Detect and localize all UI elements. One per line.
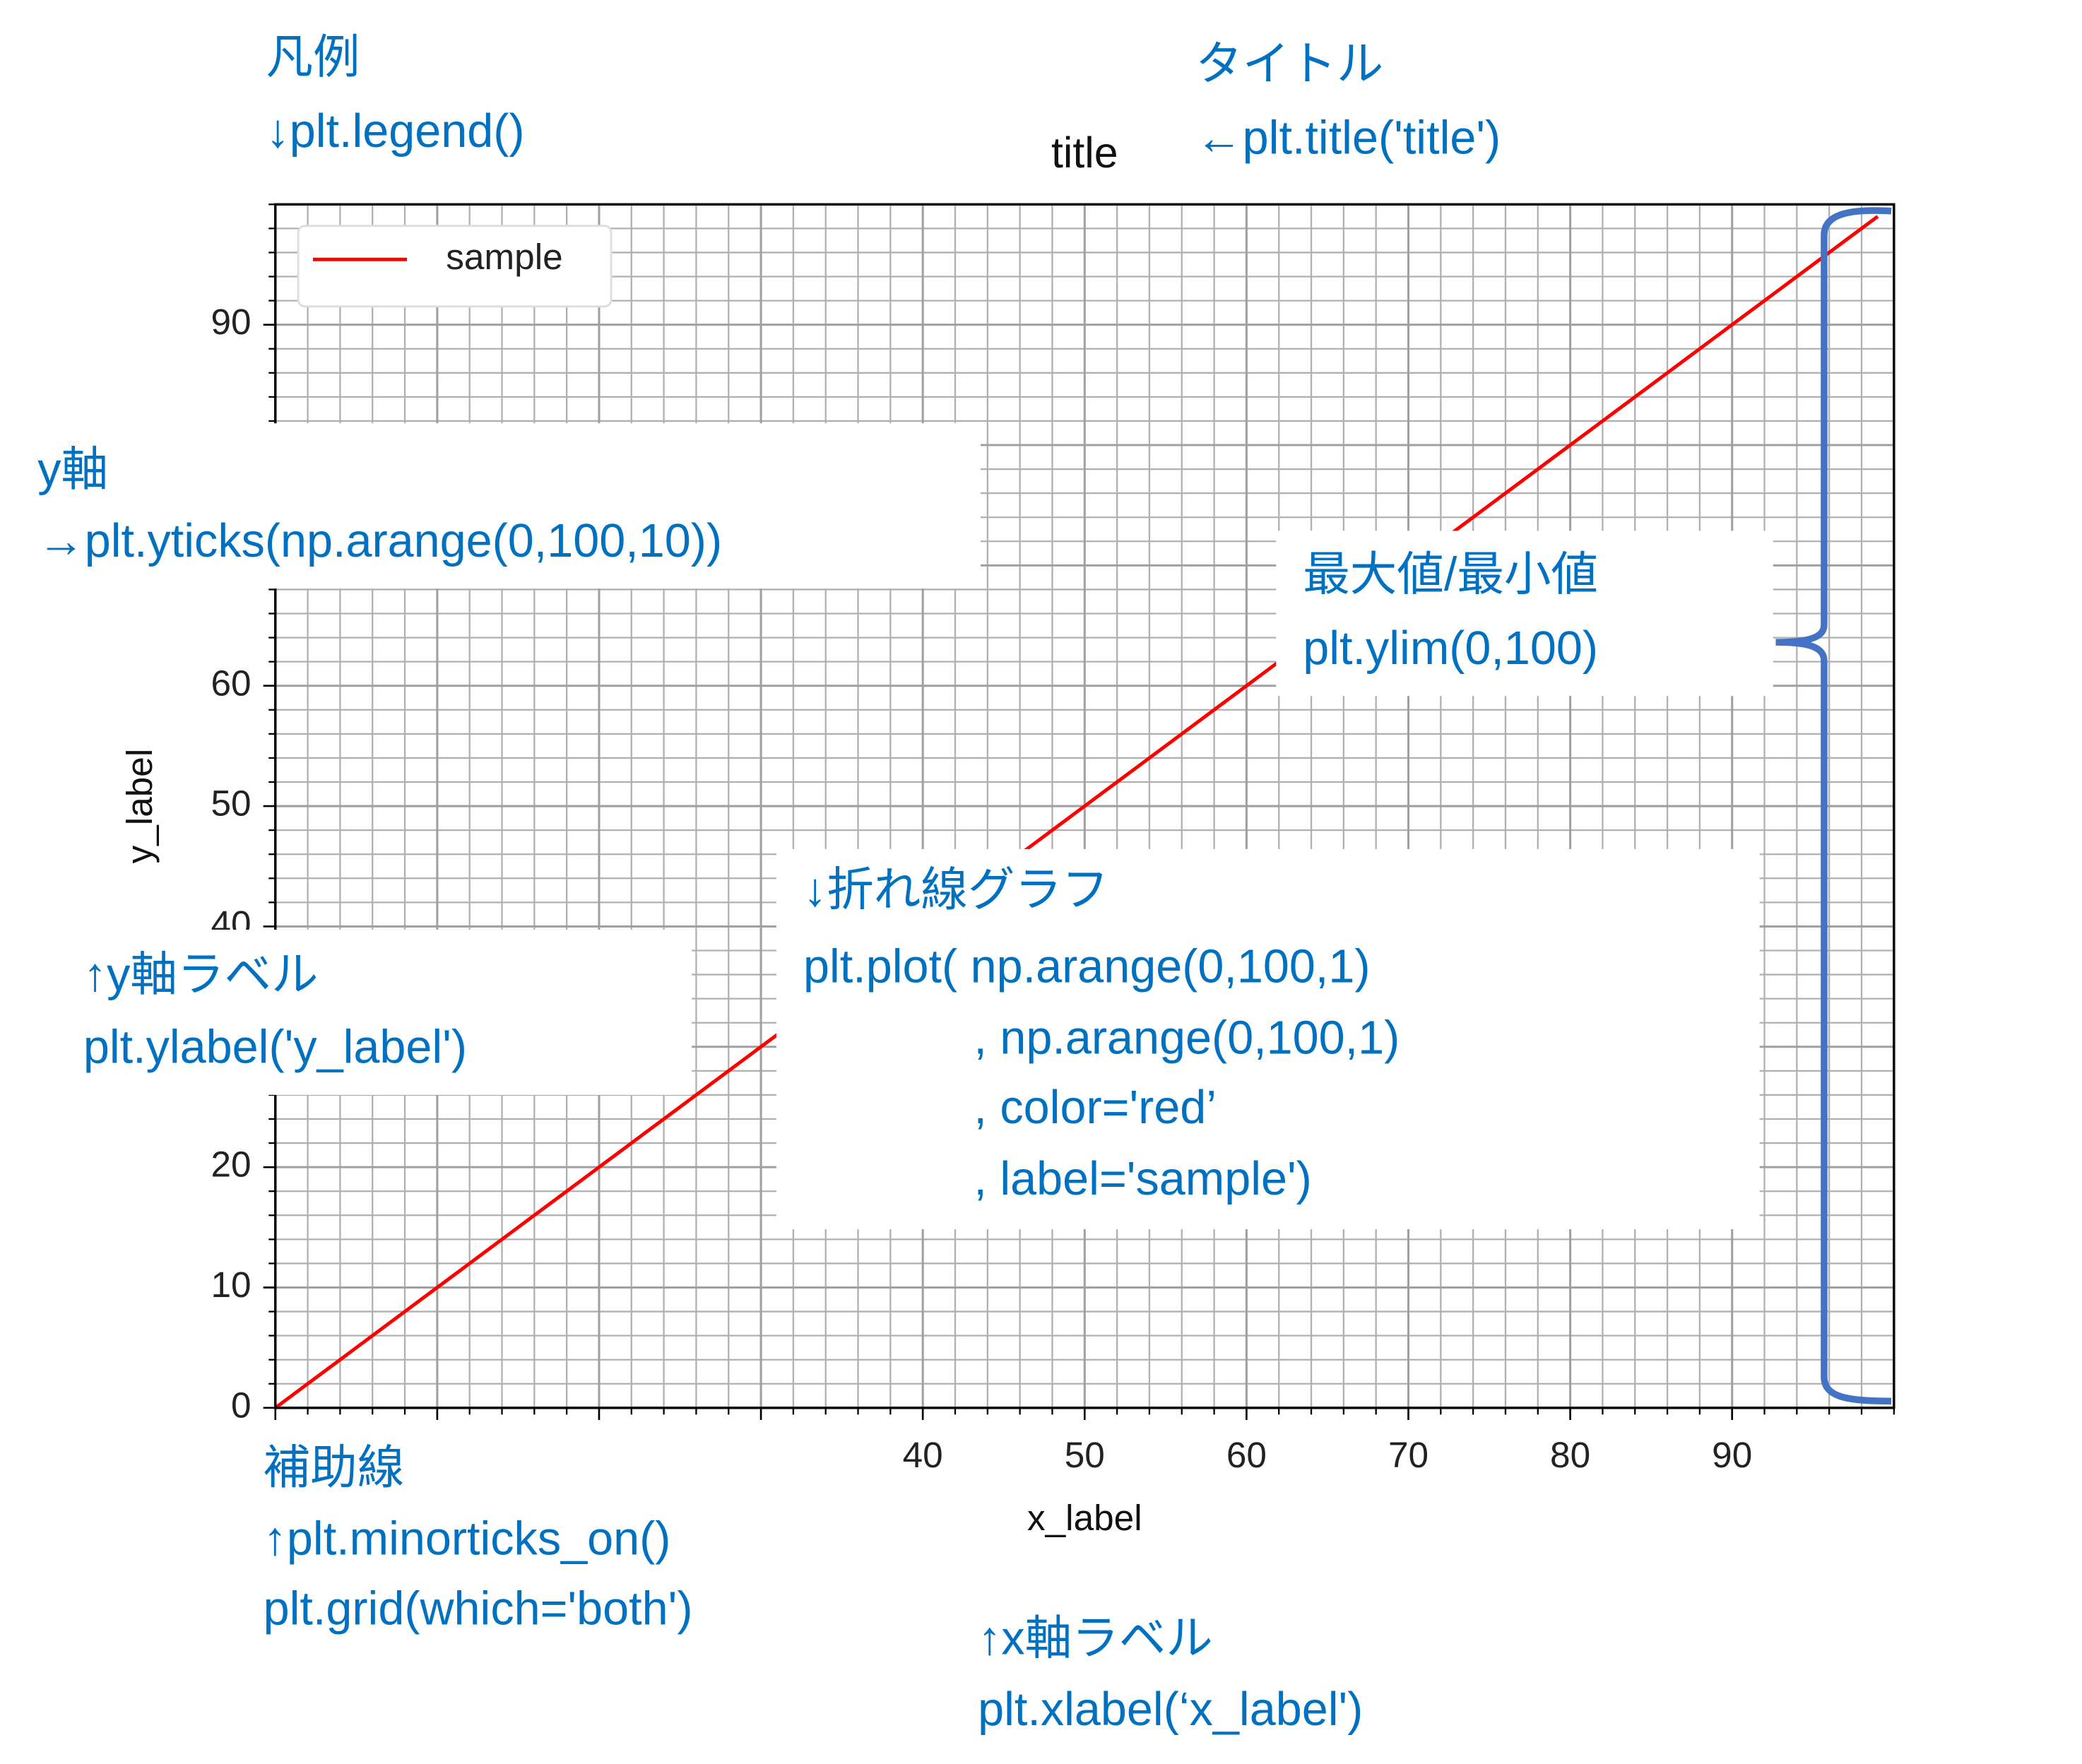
y-tick-label: 20	[211, 1144, 251, 1185]
annotation-text: 最大値/最小値	[1303, 548, 1598, 600]
annotation-text: y軸	[37, 444, 108, 496]
x-axis-label: x_label	[1027, 1498, 1142, 1538]
annotation-text: ↑plt.minorticks_on()	[264, 1513, 671, 1565]
chart-title: title	[1051, 129, 1118, 177]
annotation-box	[776, 848, 1760, 1229]
plot-frame	[274, 203, 1895, 1409]
x-tick-label: 40	[903, 1435, 943, 1475]
x-tick-label: 70	[1388, 1435, 1429, 1475]
annotation-text: plt.ylabel('y_label')	[83, 1022, 467, 1074]
y-axis-label: y_label	[119, 749, 160, 864]
x-tick-label: 60	[1226, 1435, 1267, 1475]
data-line	[274, 215, 1879, 1409]
annotation-text: →plt.yticks(np.arange(0,100,10))	[37, 515, 722, 567]
annotation-box	[0, 929, 692, 1095]
y-tick-label: 10	[211, 1265, 251, 1305]
legend-box	[297, 225, 613, 308]
y-tick-label: 0	[231, 1385, 252, 1425]
legend-label: sample	[446, 237, 562, 277]
annotation-box	[0, 423, 981, 589]
annotation-text: plt.plot( np.arange(0,100,1)	[803, 941, 1371, 993]
y-tick-label: 50	[211, 783, 251, 824]
brace	[1775, 207, 1892, 1405]
annotation-text: ↓折れ線グラフ	[803, 864, 1108, 916]
annotation-box	[201, 1421, 873, 1657]
annotation-text: , np.arange(0,100,1)	[974, 1012, 1400, 1064]
annotation-text: 凡例	[266, 31, 360, 83]
x-tick-label: 80	[1550, 1435, 1590, 1475]
annotation-text: plt.xlabel(‘x_label')	[978, 1683, 1363, 1736]
annotation-box	[1276, 531, 1773, 697]
annotation-text: 補助線	[264, 1442, 405, 1494]
annotation-text: タイトル	[1195, 38, 1383, 90]
annotation-text: ←plt.title('title')	[1195, 112, 1501, 165]
annotation-text: ↑y軸ラベル	[83, 949, 319, 1001]
y-tick-label: 90	[211, 302, 251, 342]
x-tick-label: 90	[1712, 1435, 1752, 1475]
annotation-text: ↓plt.legend()	[266, 105, 524, 158]
annotation-text: , label='sample')	[974, 1153, 1311, 1205]
y-tick-label: 60	[211, 663, 251, 703]
x-tick-label: 50	[1065, 1435, 1105, 1475]
annotation-text: plt.grid(which='both')	[264, 1582, 693, 1635]
annotation-text: , color='red’	[974, 1082, 1217, 1134]
annotation-text: ↑x軸ラベル	[978, 1612, 1213, 1664]
annotation-text: plt.ylim(0,100)	[1303, 622, 1598, 675]
